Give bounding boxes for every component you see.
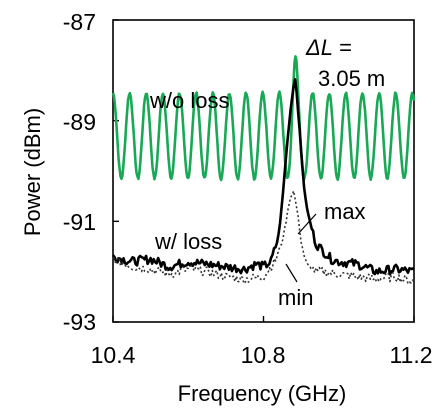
w-o-loss-line	[111, 55, 416, 182]
x-tick-label: 11.2	[389, 342, 432, 368]
series-layer	[111, 19, 416, 323]
min-label: min	[278, 285, 313, 310]
y-axis-title: Power (dBm)	[20, 108, 45, 236]
x-tick-label: 10.4	[91, 342, 136, 368]
y-tick-label: -91	[63, 209, 96, 235]
y-tick-label: -87	[63, 9, 96, 35]
x-axis-title: Frequency (GHz)	[178, 381, 347, 406]
delta-l-equals: =	[333, 35, 352, 60]
y-tick-label: -93	[63, 309, 96, 335]
delta-l-annotation: ΔL =	[305, 35, 352, 60]
delta-l-symbol: ΔL	[305, 35, 333, 60]
min-leader-line	[285, 263, 298, 283]
max-leader-line	[297, 213, 317, 235]
x-tick-label: 10.8	[241, 342, 286, 368]
wo-loss-label: w/o loss	[149, 88, 229, 113]
w-loss-label: w/ loss	[154, 229, 222, 254]
max-label: max	[324, 199, 366, 224]
y-tick-label: -89	[63, 109, 96, 135]
w-loss-min-line	[112, 190, 415, 285]
w-loss-max-line	[111, 78, 415, 276]
delta-l-value: 3.05 m	[318, 66, 385, 91]
